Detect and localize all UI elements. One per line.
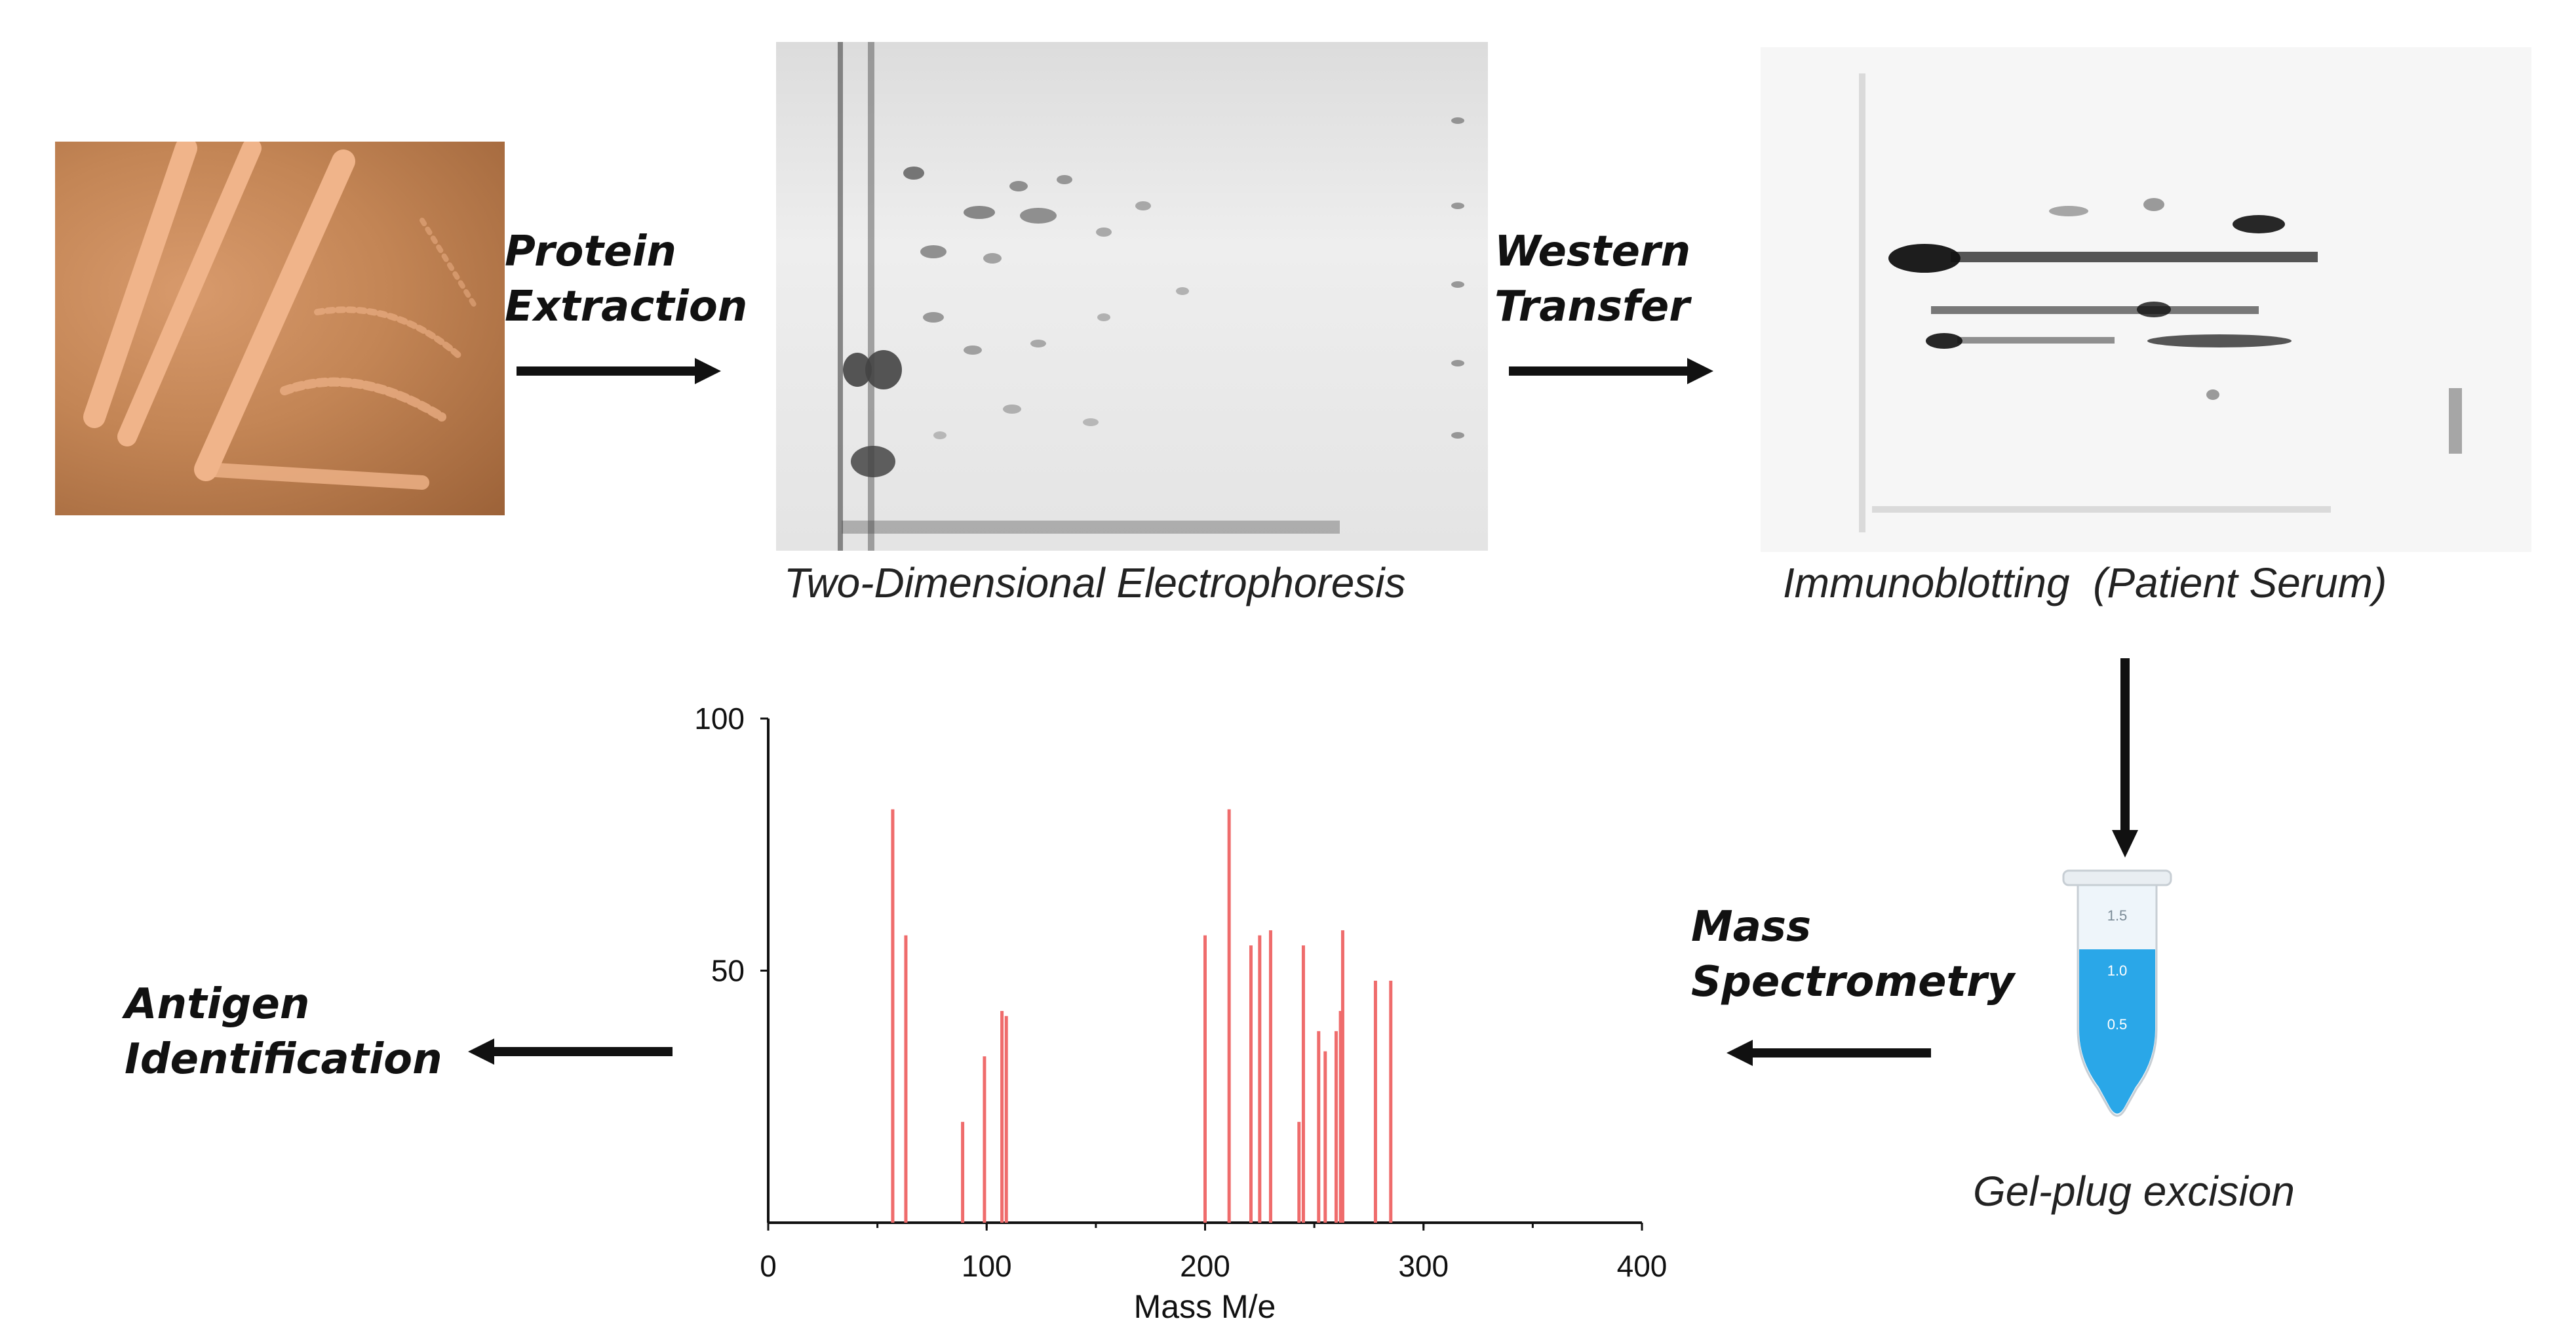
spectrum-peak-bar bbox=[1373, 980, 1377, 1223]
arrow-left-icon bbox=[468, 1038, 673, 1065]
spectrum-peak-bar bbox=[1338, 1011, 1342, 1223]
spectrum-peak-bar bbox=[1297, 1122, 1301, 1223]
x-tick-label: 200 bbox=[1180, 1249, 1230, 1283]
western-transfer-line-2: Transfer bbox=[1494, 283, 1690, 331]
spectrum-peak-bar bbox=[1317, 1031, 1321, 1223]
blot-spots bbox=[1859, 73, 2462, 532]
spectrum-peak-bar bbox=[1323, 1051, 1327, 1223]
electrophoresis-caption: Two-Dimensional Electrophoresis bbox=[784, 559, 1406, 606]
spectrum-peak-bar bbox=[1000, 1011, 1004, 1223]
culture-streaks bbox=[83, 142, 477, 490]
y-tick-label: 50 bbox=[711, 954, 745, 988]
spectrum-peak-bar bbox=[1334, 1031, 1338, 1223]
chart-ticks: 0 100 200 300 400 50 100 bbox=[694, 702, 1667, 1283]
mass-spectrum-chart: 0 100 200 300 400 50 100 Mass M/e bbox=[694, 702, 1667, 1325]
tube-mark-3: 0.5 bbox=[2107, 1016, 2128, 1033]
arrow-right-icon bbox=[1509, 358, 1713, 384]
tube-mark-1: 1.5 bbox=[2107, 907, 2128, 924]
gel-spots bbox=[838, 42, 1464, 551]
mass-spectrometry-label: Mass Spectrometry bbox=[1691, 899, 2014, 1010]
protein-extraction-label: Protein Extraction bbox=[505, 224, 747, 334]
spectrum-peak-bar bbox=[1258, 935, 1262, 1223]
protein-extraction-line-1: Protein bbox=[505, 227, 676, 276]
culture-plate-image bbox=[55, 142, 505, 515]
arrow-left-icon bbox=[1727, 1040, 1931, 1066]
spectrum-peak-bar bbox=[1301, 945, 1305, 1223]
gel-plug-caption: Gel-plug excision bbox=[1973, 1168, 2295, 1215]
mass-spectrometry-line-1: Mass bbox=[1691, 903, 1812, 951]
x-tick-label: 100 bbox=[962, 1249, 1012, 1283]
tube-mark-2: 1.0 bbox=[2107, 962, 2128, 979]
immunoblot-image bbox=[1761, 47, 2531, 552]
spectrum-peak-bar bbox=[961, 1122, 965, 1223]
western-transfer-line-1: Western bbox=[1494, 227, 1691, 276]
spectrum-peak-bar bbox=[1004, 1016, 1008, 1223]
chart-bars bbox=[891, 809, 1393, 1223]
electrophoresis-gel-image bbox=[776, 42, 1488, 551]
protein-extraction-line-2: Extraction bbox=[505, 283, 748, 331]
antigen-identification-line-1: Antigen bbox=[125, 980, 310, 1029]
y-tick-label: 100 bbox=[694, 702, 745, 736]
western-transfer-label: Western Transfer bbox=[1494, 224, 1690, 334]
antigen-identification-line-2: Identification bbox=[125, 1035, 442, 1084]
spectrum-peak-bar bbox=[1227, 809, 1231, 1223]
spectrum-peak-bar bbox=[983, 1056, 986, 1223]
spectrum-peak-bar bbox=[1340, 930, 1344, 1223]
spectrum-peak-bar bbox=[1268, 930, 1272, 1223]
x-tick-label: 0 bbox=[760, 1249, 777, 1283]
x-tick-label: 400 bbox=[1617, 1249, 1668, 1283]
x-tick-label: 300 bbox=[1398, 1249, 1449, 1283]
spectrum-peak-bar bbox=[1203, 935, 1207, 1223]
spectrum-peak-bar bbox=[891, 809, 895, 1223]
arrow-down-icon bbox=[2112, 658, 2138, 858]
microcentrifuge-tube-icon: 1.5 1.0 0.5 bbox=[2062, 869, 2172, 1117]
arrow-right-icon bbox=[517, 358, 721, 384]
spectrum-peak-bar bbox=[904, 935, 908, 1223]
antigen-identification-label: Antigen Identification bbox=[125, 977, 442, 1087]
x-axis-label: Mass M/e bbox=[1134, 1288, 1276, 1325]
spectrum-peak-bar bbox=[1249, 945, 1253, 1223]
immunoblotting-caption: Immunoblotting (Patient Serum) bbox=[1783, 559, 2387, 606]
spectrum-peak-bar bbox=[1389, 980, 1393, 1223]
mass-spectrometry-line-2: Spectrometry bbox=[1691, 958, 2015, 1006]
